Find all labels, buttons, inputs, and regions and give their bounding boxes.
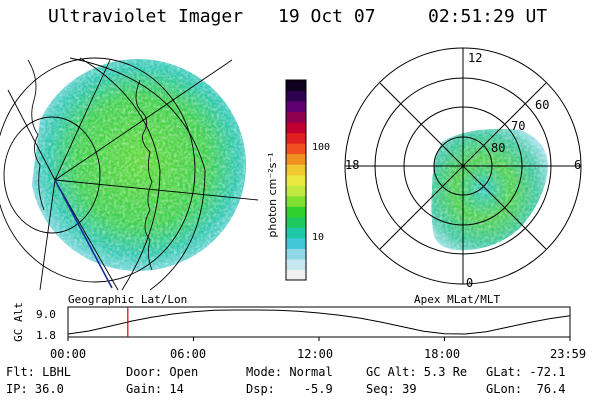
mlt-label-6: 6 bbox=[574, 158, 581, 172]
right-panel-caption: Apex MLat/MLT bbox=[414, 293, 500, 306]
mlt-label-18: 18 bbox=[345, 158, 359, 172]
coastline-south-america bbox=[27, 59, 45, 211]
colorbar-segment bbox=[286, 237, 306, 249]
date-label: 19 Oct 07 bbox=[278, 6, 376, 27]
info-flt: Flt: LBHL bbox=[6, 365, 72, 379]
altitude-ylabel: GC Alt bbox=[12, 302, 25, 342]
colorbar-tick-100: 100 bbox=[312, 142, 330, 153]
xtick-0000: 00:00 bbox=[50, 347, 87, 361]
xtick-2359: 23:59 bbox=[550, 347, 587, 361]
xtick-1800: 18:00 bbox=[424, 347, 461, 361]
info-glat: GLat: -72.1 bbox=[486, 365, 566, 379]
latitude-ring-outer bbox=[0, 57, 196, 283]
mlt-label-0: 0 bbox=[466, 276, 473, 290]
altitude-plot bbox=[67, 306, 571, 341]
meridian-4 bbox=[39, 179, 56, 291]
colorbar-segment bbox=[286, 195, 306, 207]
colorbar-segment bbox=[286, 90, 306, 102]
colorbar bbox=[285, 79, 307, 281]
colorbar-segment bbox=[286, 132, 306, 144]
colorbar-segment bbox=[286, 227, 306, 239]
altitude-x-ticks bbox=[67, 337, 571, 341]
colorbar-segment bbox=[286, 185, 306, 197]
instrument-title: Ultraviolet Imager bbox=[48, 6, 244, 27]
colorbar-segment bbox=[286, 122, 306, 134]
meridian-1 bbox=[54, 59, 233, 181]
colorbar-tick-10: 10 bbox=[312, 232, 324, 243]
altitude-ytick-min: 1.8 bbox=[36, 329, 56, 342]
colorbar-unit-label: photon cm⁻²s⁻¹ bbox=[266, 152, 279, 237]
apex-polar-plot: 12 0 18 6 60 70 80 bbox=[344, 47, 582, 290]
left-panel-caption: Geographic Lat/Lon bbox=[68, 293, 187, 306]
info-ip: IP: 36.0 bbox=[6, 382, 64, 396]
colorbar-segment bbox=[286, 111, 306, 123]
colorbar-segment bbox=[286, 258, 306, 270]
polar-grid bbox=[344, 47, 582, 285]
latitude-arc bbox=[79, 57, 161, 291]
altitude-curve bbox=[67, 309, 571, 335]
colorbar-segment bbox=[286, 174, 306, 186]
info-gain: Gain: 14 bbox=[126, 382, 184, 396]
mlt-line-diag-2 bbox=[379, 82, 547, 250]
aurora-oval-noise bbox=[431, 128, 548, 251]
lat-label-70: 70 bbox=[511, 119, 525, 133]
colorbar-segment bbox=[286, 143, 306, 155]
latitude-ring-inner bbox=[3, 116, 101, 234]
time-label: 02:51:29 UT bbox=[428, 6, 548, 27]
latitude-arc-2 bbox=[69, 57, 206, 291]
colorbar-segment bbox=[286, 153, 306, 165]
info-dsp: Dsp: -5.9 bbox=[246, 382, 333, 396]
sun-direction-line bbox=[54, 179, 113, 289]
xtick-0600: 06:00 bbox=[170, 347, 207, 361]
colorbar-segment bbox=[286, 164, 306, 176]
colorbar-segment bbox=[286, 80, 306, 92]
altitude-ytick-max: 9.0 bbox=[36, 308, 56, 321]
info-gc-alt: GC Alt: 5.3 Re bbox=[366, 365, 468, 379]
info-seq: Seq: 39 bbox=[366, 382, 417, 396]
meridian-5 bbox=[7, 89, 56, 181]
title-bar: Ultraviolet Imager 19 Oct 07 02:51:29 UT bbox=[0, 0, 600, 36]
meridian-2 bbox=[54, 179, 259, 201]
colorbar-segment bbox=[286, 206, 306, 218]
mlt-label-12: 12 bbox=[468, 51, 482, 65]
info-glon: GLon: 76.4 bbox=[486, 382, 566, 396]
colorbar-frame bbox=[285, 79, 307, 281]
geographic-aurora-image bbox=[0, 57, 259, 291]
colorbar-segment bbox=[286, 269, 306, 281]
altitude-plot-frame bbox=[67, 306, 571, 338]
meridian-6 bbox=[54, 59, 111, 181]
colorbar-segment bbox=[286, 248, 306, 260]
geo-grid bbox=[0, 57, 259, 291]
info-door: Door: Open bbox=[126, 365, 199, 379]
xtick-1200: 12:00 bbox=[297, 347, 334, 361]
colorbar-segment bbox=[286, 216, 306, 228]
lat-label-80: 80 bbox=[491, 141, 505, 155]
image-noise-left bbox=[27, 58, 247, 278]
colorbar-segment bbox=[286, 101, 306, 113]
lat-label-60: 60 bbox=[535, 98, 549, 112]
coastline-antarctica bbox=[135, 79, 153, 271]
info-mode: Mode: Normal bbox=[246, 365, 333, 379]
